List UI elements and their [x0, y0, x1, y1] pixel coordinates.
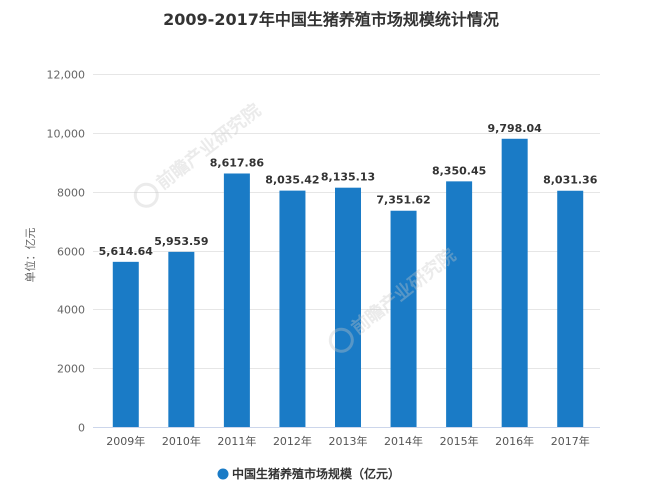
- x-tick-label: 2014年: [384, 434, 423, 448]
- chart-title: 2009-2017年中国生猪养殖市场规模统计情况: [163, 10, 499, 29]
- watermark-logo-icon: [133, 182, 159, 208]
- y-tick-label: 4000: [57, 304, 85, 317]
- data-label: 8,617.86: [210, 156, 265, 169]
- x-tick-label: 2012年: [273, 434, 312, 448]
- bar: [501, 138, 528, 427]
- data-label: 5,953.59: [154, 235, 208, 248]
- x-tick-label: 2017年: [551, 434, 590, 448]
- legend: 中国生猪养殖市场规模（亿元）: [217, 466, 400, 481]
- data-label: 8,350.45: [432, 164, 486, 177]
- data-label: 5,614.64: [99, 245, 154, 258]
- x-tick-label: 2013年: [329, 434, 368, 448]
- bar: [446, 181, 473, 427]
- bar: [557, 190, 584, 427]
- data-label: 9,798.04: [488, 122, 543, 135]
- data-label: 8,035.42: [265, 174, 319, 187]
- x-tick-label: 2011年: [217, 434, 256, 448]
- legend-label: 中国生猪养殖市场规模（亿元）: [232, 466, 400, 481]
- x-tick-label: 2010年: [162, 434, 201, 448]
- legend-marker-icon: [217, 468, 229, 480]
- y-tick-label: 8000: [57, 187, 85, 200]
- bar: [279, 190, 306, 427]
- y-tick-label: 2000: [57, 363, 85, 376]
- data-label: 7,351.62: [376, 194, 430, 207]
- data-label: 8,031.36: [543, 174, 598, 187]
- x-tick-label: 2016年: [495, 434, 534, 448]
- watermark-logo-icon: [328, 327, 354, 353]
- x-axis-tick-labels: 2009年 2010年 2011年 2012年 2013年 2014年 2015年 2016年…: [106, 434, 589, 448]
- bar: [112, 261, 139, 427]
- y-axis-tick-labels: 0 2000 4000 6000 8000 10,000 12,000: [47, 69, 86, 435]
- y-tick-label: 0: [78, 422, 85, 435]
- x-tick-label: 2015年: [440, 434, 479, 448]
- y-tick-label: 12,000: [47, 69, 86, 82]
- x-tick-label: 2009年: [106, 434, 145, 448]
- y-tick-label: 6000: [57, 246, 85, 259]
- bar: [223, 173, 250, 427]
- data-label: 8,135.13: [321, 171, 375, 184]
- bar: [168, 251, 195, 427]
- y-tick-label: 10,000: [47, 128, 86, 141]
- bar-series: [112, 138, 584, 427]
- bar: [335, 187, 361, 427]
- bar: [390, 210, 417, 427]
- y-axis-title: 单位：亿元: [23, 228, 37, 283]
- data-labels: 5,614.645,953.59 8,617.868,035.42 8,135.13…: [98, 121, 599, 259]
